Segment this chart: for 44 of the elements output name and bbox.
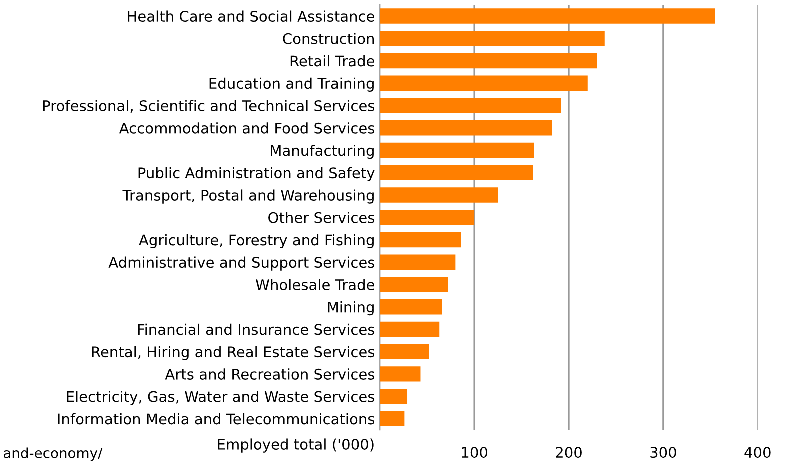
bar (380, 31, 605, 46)
x-axis-title: Employed total ('000) (218, 438, 374, 453)
bar (380, 344, 430, 360)
bar (380, 53, 598, 69)
y-tick-label: Health Care and Social Assistance (128, 10, 374, 22)
bar (380, 142, 534, 158)
bar (380, 98, 562, 114)
y-tick-label: Transport, Postal and Warehousing (122, 190, 374, 204)
bar (380, 411, 405, 427)
y-tick-label: Administrative and Support Services (108, 256, 375, 271)
y-tick-label: Accommodation and Food Services (119, 122, 375, 134)
bar (380, 322, 440, 338)
y-tick-label: Information Media and Telecommunications (58, 413, 375, 425)
y-tick-label: Public Administration and Safety (138, 167, 375, 182)
bar (380, 76, 588, 91)
x-tick-label: 200 (556, 447, 582, 458)
bar (380, 299, 442, 315)
y-tick-label: Construction (283, 33, 374, 44)
y-tick-label: Arts and Recreation Services (165, 368, 375, 380)
bar (380, 210, 475, 226)
y-tick-label: Financial and Insurance Services (138, 324, 375, 336)
y-tick-label: Retail Trade (290, 55, 374, 67)
bar (380, 254, 456, 270)
bar (380, 188, 498, 203)
y-tick-label: Rental, Hiring and Real Estate Services (92, 346, 375, 360)
bar (380, 165, 534, 180)
text: and-economy/ (4, 448, 103, 462)
y-tick-label: Education and Training (210, 78, 374, 92)
bar (380, 8, 716, 24)
y-tick-label: Agriculture, Forestry and Fishing (139, 234, 374, 249)
bar (380, 277, 448, 292)
bar (380, 120, 552, 136)
y-tick-label: Other Services (268, 212, 375, 224)
y-tick-label: Wholesale Trade (256, 279, 374, 290)
y-tick-label: Electricity, Gas, Water and Waste Services (67, 391, 375, 406)
bar (380, 366, 421, 382)
bar (380, 388, 408, 404)
y-tick-label: Professional, Scientific and Technical Services (43, 100, 375, 113)
y-tick-label: Manufacturing (271, 144, 374, 160)
y-tick-label: Mining (328, 302, 374, 316)
x-tick-label: 400 (744, 447, 771, 458)
x-tick-label: 300 (650, 447, 676, 458)
bar (380, 232, 462, 248)
x-tick-label: 100 (462, 447, 488, 458)
